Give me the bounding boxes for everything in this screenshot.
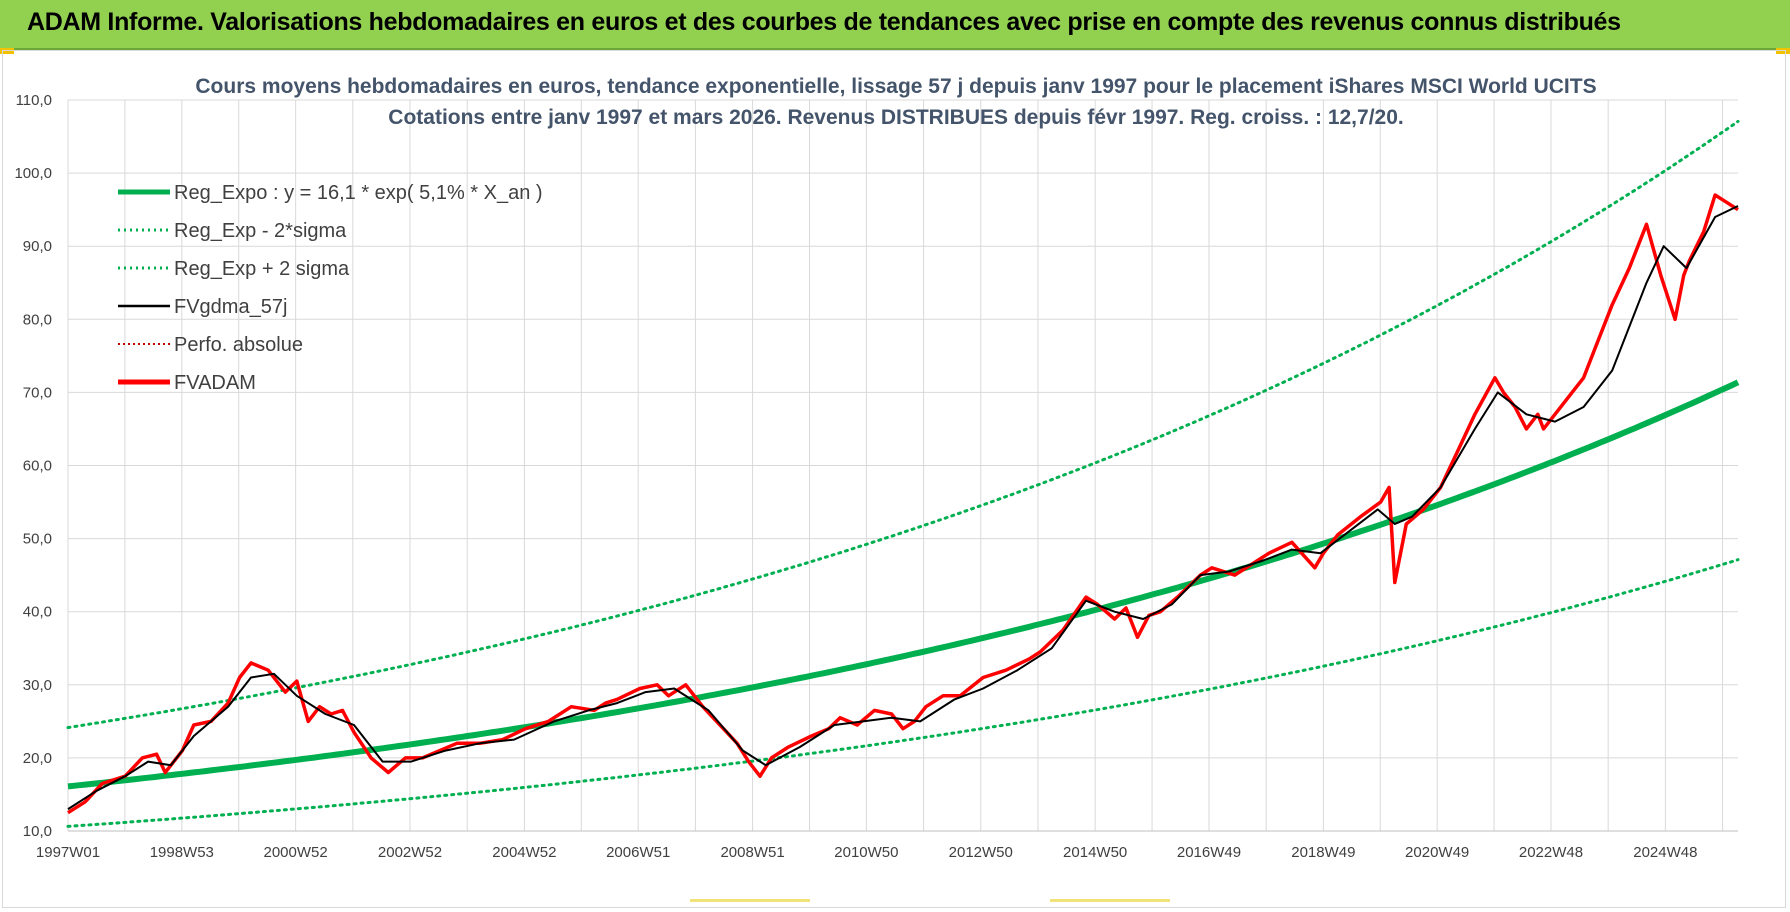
- x-tick-label: 2008W51: [720, 844, 784, 861]
- x-tick-label: 2012W50: [949, 844, 1013, 861]
- x-tick-label: 2004W52: [492, 844, 556, 861]
- chart-legend: Reg_Expo : y = 16,1 * exp( 5,1% * X_an )…: [118, 182, 543, 394]
- corner-mark-right: [1776, 48, 1790, 54]
- reg-exp-plus-2sigma-line: [66, 119, 1740, 730]
- reg-expo-line: [67, 379, 1740, 790]
- y-tick-label: 50,0: [23, 531, 52, 548]
- x-tick-label: 2002W52: [378, 844, 442, 861]
- y-tick-label: 80,0: [23, 311, 52, 328]
- corner-mark-left: [0, 48, 14, 54]
- series-fvgdma-57j: [67, 205, 1739, 810]
- y-tick-label: 70,0: [23, 384, 52, 401]
- legend-label: Reg_Expo : y = 16,1 * exp( 5,1% * X_an ): [174, 182, 543, 204]
- chart-grid: [67, 99, 1738, 832]
- x-tick-label: 1998W53: [150, 844, 214, 861]
- bottom-marker-1: [690, 899, 810, 902]
- bottom-marker-2: [1050, 899, 1170, 902]
- y-tick-label: 90,0: [23, 238, 52, 255]
- x-tick-label: 2016W49: [1177, 844, 1241, 861]
- legend-label: Reg_Exp + 2 sigma: [174, 258, 350, 280]
- y-tick-label: 30,0: [23, 677, 52, 694]
- y-tick-label: 60,0: [23, 458, 52, 475]
- legend-label: FVADAM: [174, 372, 256, 394]
- legend-label: Perfo. absolue: [174, 334, 303, 356]
- chart-series: [66, 119, 1740, 828]
- y-tick-label: 10,0: [23, 823, 52, 840]
- y-tick-label: 100,0: [14, 165, 52, 182]
- reg-exp-minus-2sigma-line: [66, 558, 1740, 828]
- x-tick-label: 2020W49: [1405, 844, 1469, 861]
- x-tick-label: 2024W48: [1633, 844, 1697, 861]
- report-title: ADAM Informe. Valorisations hebdomadaire…: [27, 8, 1621, 36]
- legend-label: Reg_Exp - 2*sigma: [174, 220, 347, 242]
- x-axis-ticks: 1997W01 1998W53 2000W52 2002W52 2004W52 2006W…: [36, 844, 1698, 861]
- x-tick-label: 2006W51: [606, 844, 670, 861]
- chart-title-line2: Cotations entre janv 1997 et mars 2026. …: [388, 106, 1403, 129]
- report-banner: ADAM Informe. Valorisations hebdomadaire…: [0, 0, 1790, 50]
- legend-label: FVgdma_57j: [174, 296, 287, 318]
- y-tick-label: 110,0: [16, 92, 52, 109]
- x-tick-label: 2018W49: [1291, 844, 1355, 861]
- x-tick-label: 1997W01: [36, 844, 100, 861]
- chart-title-line1: Cours moyens hebdomadaires en euros, ten…: [195, 75, 1596, 98]
- y-tick-label: 20,0: [23, 750, 52, 767]
- x-tick-label: 2022W48: [1519, 844, 1583, 861]
- y-tick-label: 40,0: [23, 604, 52, 621]
- x-tick-label: 2010W50: [834, 844, 898, 861]
- chart-frame: [2, 50, 1786, 908]
- y-axis-ticks: 10,0 20,0 30,0 40,0 50,0 60,0 70,0 80,0 90,0 100,…: [14, 92, 52, 840]
- x-tick-label: 2014W50: [1063, 844, 1127, 861]
- x-tick-label: 2000W52: [264, 844, 328, 861]
